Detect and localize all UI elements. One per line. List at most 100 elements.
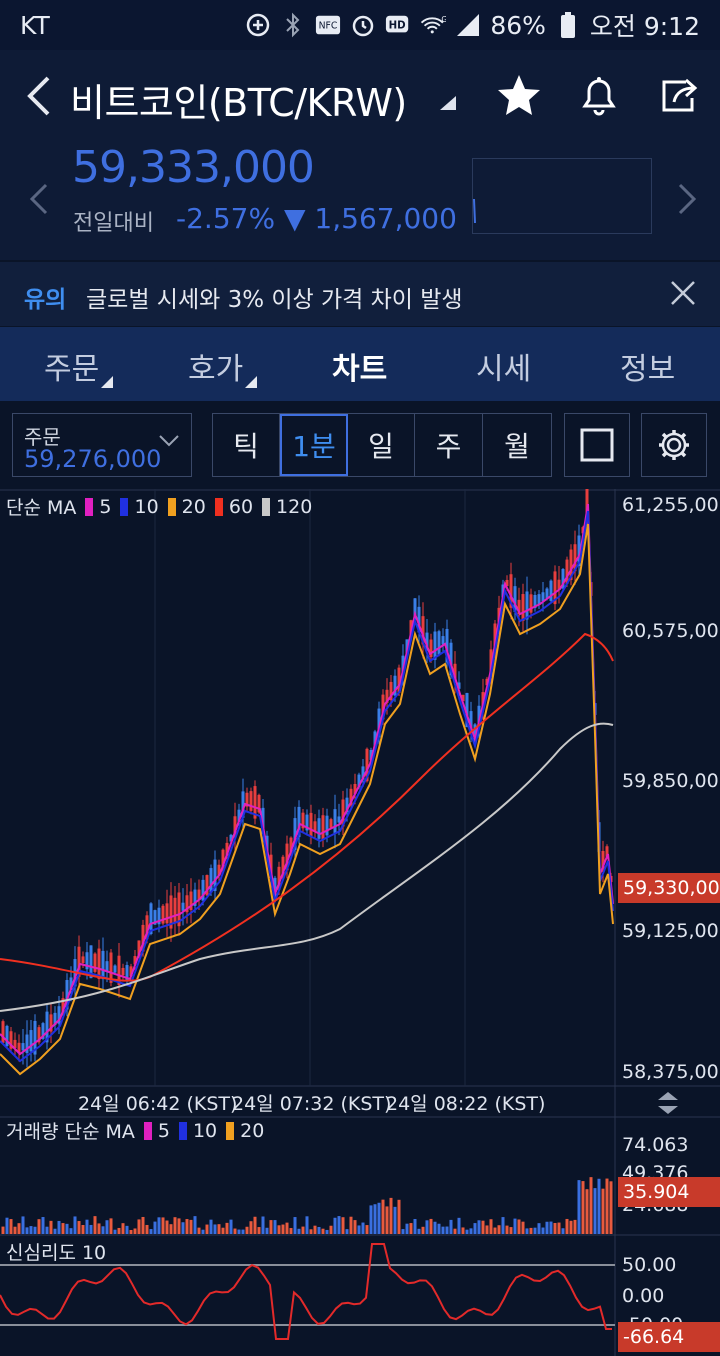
candle-body — [341, 799, 345, 827]
favorite-star-icon[interactable] — [496, 72, 542, 118]
volume-bar — [1, 1226, 5, 1234]
volume-bar — [509, 1227, 513, 1234]
candle-body — [189, 891, 193, 910]
candle-body — [505, 579, 509, 587]
hd-voice-icon: HD — [385, 12, 411, 38]
psy-y-label: 0.00 — [622, 1285, 665, 1307]
period-tick[interactable]: 틱 — [213, 414, 280, 476]
volume-bar — [273, 1220, 277, 1234]
volume-bars — [1, 1177, 613, 1234]
volume-bar — [105, 1220, 109, 1234]
candle-body — [161, 905, 165, 924]
nfc-icon: NFC — [315, 12, 341, 38]
volume-bar — [593, 1188, 597, 1234]
next-coin-button[interactable] — [676, 182, 698, 216]
volume-bar — [229, 1219, 233, 1234]
candle-body — [41, 1023, 45, 1039]
candle-body — [401, 655, 405, 675]
coin-title[interactable]: 비트코인(BTC/KRW) — [70, 81, 407, 125]
tab-chart[interactable]: 차트 — [332, 352, 388, 387]
notice-tag: 유의 — [24, 287, 67, 313]
candle-body — [157, 907, 161, 925]
volume-bar — [557, 1222, 561, 1234]
chevron-down-icon — [158, 433, 180, 449]
candle-body — [481, 692, 485, 707]
candle-body — [541, 592, 545, 602]
psychology-line — [0, 1243, 612, 1340]
candle-body — [509, 574, 513, 608]
data-saver-icon — [245, 12, 271, 38]
volume-bar — [185, 1219, 189, 1234]
share-icon[interactable] — [656, 72, 702, 118]
mini-chart[interactable] — [472, 158, 652, 234]
candle-body — [513, 586, 517, 612]
close-notice-button[interactable] — [668, 278, 698, 308]
title-dropdown-icon[interactable] — [440, 96, 456, 110]
change-label: 전일대비 — [73, 211, 154, 236]
tab-market[interactable]: 시세 — [476, 352, 532, 387]
wifi-icon: G — [420, 12, 446, 38]
volume-bar — [121, 1223, 125, 1234]
chart-settings-button[interactable] — [641, 413, 707, 477]
volume-bar — [501, 1217, 505, 1234]
volume-bar — [305, 1216, 309, 1234]
psy-tag: -66.64 — [618, 1322, 720, 1352]
candle-body — [233, 816, 237, 838]
back-button[interactable] — [22, 74, 56, 118]
candle-body — [529, 594, 533, 613]
candle-body — [77, 946, 81, 977]
volume-bar — [257, 1227, 261, 1234]
candle-body — [25, 1034, 29, 1053]
volume-bar — [301, 1226, 305, 1234]
volume-bar — [265, 1227, 269, 1234]
period-1min[interactable]: 1분 — [280, 414, 348, 476]
volume-bar — [317, 1226, 321, 1234]
volume-legend: 거래량 단순 MA 5 10 20 — [6, 1117, 264, 1144]
period-month[interactable]: 월 — [504, 430, 530, 463]
chart-scroll-toggle[interactable] — [654, 1090, 682, 1116]
candle-body — [389, 681, 393, 701]
candle-body — [345, 797, 349, 813]
volume-bar — [221, 1227, 225, 1234]
volume-bar — [573, 1219, 577, 1234]
volume-bar — [453, 1228, 457, 1234]
candle-body — [129, 966, 133, 977]
candle-body — [437, 631, 441, 655]
volume-bar — [425, 1220, 429, 1234]
candle-body — [125, 965, 129, 981]
volume-bar — [33, 1226, 37, 1234]
fullscreen-button[interactable] — [564, 413, 630, 477]
volume-bar — [89, 1224, 93, 1234]
volume-bar — [445, 1226, 449, 1234]
volume-bar — [41, 1217, 45, 1234]
volume-bar — [373, 1204, 377, 1234]
ma-legend-title: 단순 MA — [6, 497, 77, 519]
volume-bar — [321, 1228, 325, 1234]
ma10-swatch — [120, 497, 129, 516]
ma60-swatch — [214, 497, 223, 516]
candle-body — [553, 571, 557, 605]
candle-body — [281, 856, 285, 879]
tab-orderbook[interactable]: 호가 — [188, 352, 244, 387]
order-price-select[interactable] — [12, 413, 192, 477]
up-down-arrows-icon — [658, 1092, 678, 1114]
candle-body — [457, 682, 461, 689]
candle-body — [245, 792, 249, 807]
svg-text:HD: HD — [389, 21, 406, 32]
period-week[interactable]: 주 — [415, 414, 483, 476]
period-day[interactable]: 일 — [348, 414, 415, 476]
candle-body — [313, 821, 317, 832]
volume-bar — [413, 1218, 417, 1234]
chart-area[interactable] — [0, 489, 720, 1356]
alarm-bell-icon[interactable] — [576, 72, 622, 118]
tab-order-indicator — [101, 376, 113, 388]
tab-info[interactable]: 정보 — [620, 352, 676, 387]
volume-bar — [37, 1219, 41, 1234]
volume-bar — [577, 1180, 581, 1234]
tab-order[interactable]: 주문 — [44, 352, 100, 387]
volume-bar — [529, 1227, 533, 1234]
volume-bar — [549, 1221, 553, 1234]
prev-coin-button[interactable] — [28, 182, 50, 216]
volume-bar — [493, 1227, 497, 1234]
volume-bar — [145, 1224, 149, 1234]
